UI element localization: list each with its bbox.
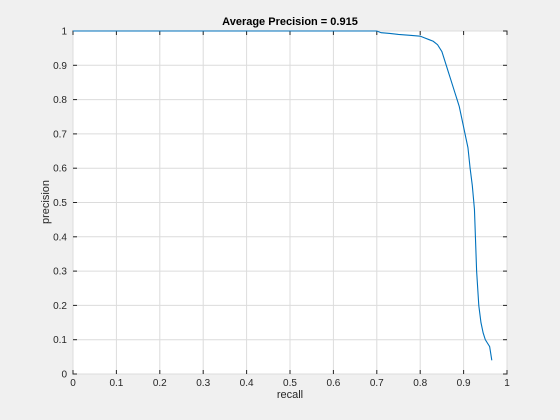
tick-layer: 0 0.1 0.2 0.3 0.4 0.5 0.6 0.7 0.8 0.9 1 0 0.1 0.2 0.3 0… [53,27,510,390]
x-tick-label: 0 [70,378,76,389]
x-axis-label: recall [277,389,303,401]
y-tick-label: 0.2 [53,301,67,312]
grid-layer [72,30,508,375]
x-tick-label: 0.7 [370,378,384,389]
chart-title: Average Precision = 0.915 [222,16,358,28]
y-tick-label: 0.3 [53,267,67,278]
x-tick-label: 0.2 [153,378,167,389]
x-tick-label: 0.8 [413,378,427,389]
y-tick-label: 0.9 [53,61,67,72]
y-tick-label: 0.1 [53,335,67,346]
y-tick-label: 0.5 [53,198,67,209]
precision-recall-curve [73,30,493,361]
y-tick-label: 0 [61,370,67,381]
y-tick-label: 0.8 [53,95,67,106]
x-tick-label: 1 [504,378,510,389]
y-tick-label: 0.6 [53,164,67,175]
x-tick-label: 0.9 [457,378,471,389]
x-tick-label: 0.6 [326,378,340,389]
y-tick-label: 0.4 [53,232,67,243]
series-layer [73,30,493,361]
y-tick-label: 0.7 [53,129,67,140]
y-axis-label: precision [40,180,52,224]
x-tick-label: 0.3 [196,378,210,389]
x-tick-label: 0.1 [109,378,123,389]
y-tick-label: 1 [61,27,67,38]
x-tick-label: 0.4 [240,378,254,389]
x-tick-label: 0.5 [283,378,297,389]
